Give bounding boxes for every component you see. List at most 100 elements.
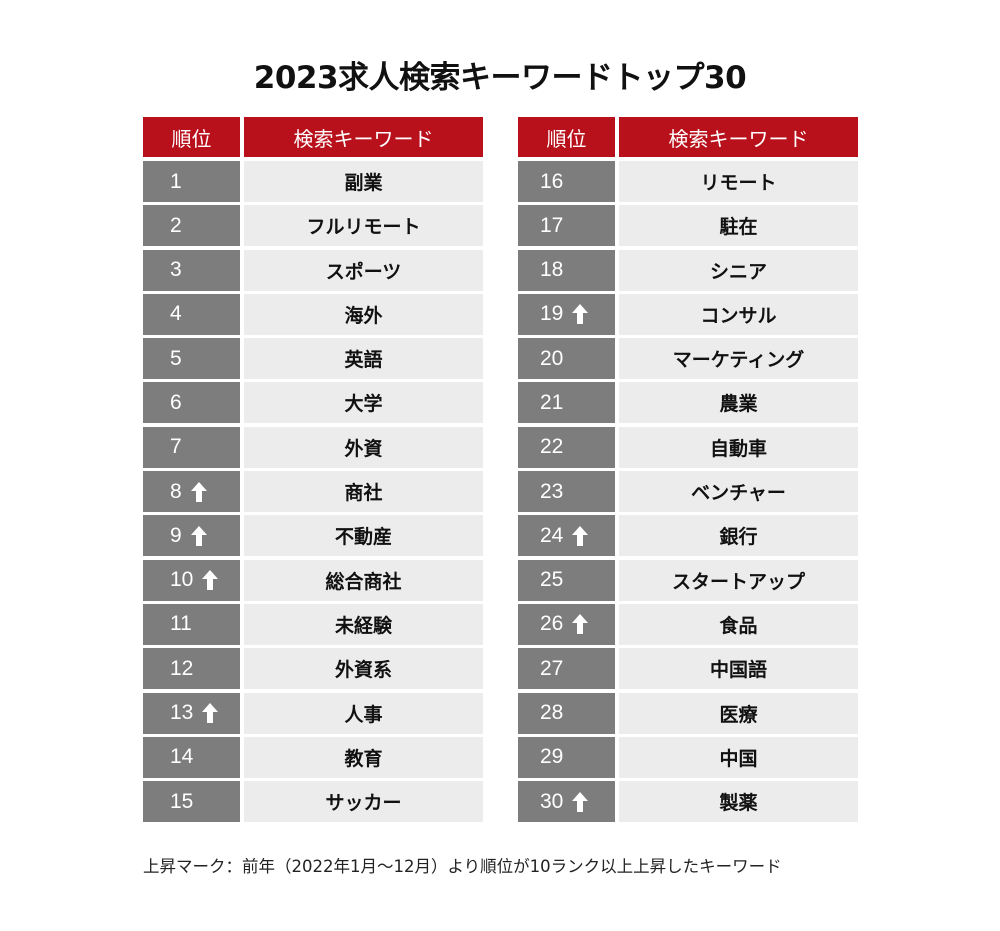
- keyword-cell: 外資系: [244, 648, 483, 690]
- table-row: 2 フルリモート: [143, 205, 483, 247]
- keyword-cell: 農業: [619, 382, 858, 424]
- keyword-cell: 副業: [244, 161, 483, 202]
- keyword-cell: 自動車: [619, 426, 858, 468]
- rank-number: 12: [170, 656, 194, 680]
- rank-cell: 4: [143, 293, 240, 335]
- keyword-cell: シニア: [619, 249, 858, 291]
- rank-number: 25: [540, 568, 564, 592]
- table-row: 6 大学: [143, 382, 483, 424]
- table-row: 14 教育: [143, 736, 483, 778]
- rank-cell: 16: [518, 161, 615, 202]
- ranking-table-right: 順位 検索キーワード 16 リモート 17 駐在 18 シニア 19 コンサル 20 マーケティン…: [518, 117, 858, 825]
- rank-number: 4: [170, 302, 182, 326]
- rank-cell: 30: [518, 781, 615, 823]
- rank-cell: 20: [518, 338, 615, 380]
- up-arrow-icon: [190, 525, 207, 546]
- up-arrow-icon: [572, 791, 589, 812]
- rank-cell: 13: [143, 692, 240, 734]
- rank-number: 28: [540, 701, 564, 725]
- rank-number: 7: [170, 435, 182, 459]
- rank-cell: 6: [143, 382, 240, 424]
- table-row: 25 スタートアップ: [518, 559, 858, 601]
- keyword-cell: コンサル: [619, 293, 858, 335]
- rank-cell: 3: [143, 249, 240, 291]
- rank-number: 8: [170, 479, 182, 503]
- rank-number: 2: [170, 213, 182, 237]
- rank-cell: 12: [143, 648, 240, 690]
- table-row: 7 外資: [143, 426, 483, 468]
- rank-number: 19: [540, 302, 564, 326]
- keyword-cell: サッカー: [244, 781, 483, 823]
- table-row: 28 医療: [518, 692, 858, 734]
- keyword-cell: スポーツ: [244, 249, 483, 291]
- table-row: 13 人事: [143, 692, 483, 734]
- table-row: 9 不動産: [143, 515, 483, 557]
- table-row: 26 食品: [518, 603, 858, 645]
- table-row: 3 スポーツ: [143, 249, 483, 291]
- keyword-cell: マーケティング: [619, 338, 858, 380]
- rank-cell: 27: [518, 648, 615, 690]
- keyword-cell: スタートアップ: [619, 559, 858, 601]
- rank-number: 23: [540, 479, 564, 503]
- rank-number: 17: [540, 213, 564, 237]
- rank-number: 27: [540, 656, 564, 680]
- keyword-cell: 駐在: [619, 205, 858, 247]
- rank-cell: 18: [518, 249, 615, 291]
- table-row: 4 海外: [143, 293, 483, 335]
- rank-cell: 21: [518, 382, 615, 424]
- rank-number: 5: [170, 346, 182, 370]
- table-row: 16 リモート: [518, 161, 858, 202]
- keyword-cell: 外資: [244, 426, 483, 468]
- rank-number: 1: [170, 169, 182, 193]
- rank-cell: 1: [143, 161, 240, 202]
- table-row: 1 副業: [143, 161, 483, 202]
- table-row: 21 農業: [518, 382, 858, 424]
- keyword-cell: ベンチャー: [619, 471, 858, 513]
- table-body: 16 リモート 17 駐在 18 シニア 19 コンサル 20 マーケティング 21 農業 22 自動車 2…: [518, 161, 858, 823]
- rank-cell: 17: [518, 205, 615, 247]
- rank-cell: 24: [518, 515, 615, 557]
- page-title: 2023求人検索キーワードトップ30: [253, 60, 747, 96]
- rank-cell: 9: [143, 515, 240, 557]
- keyword-column-header: 検索キーワード: [244, 117, 483, 157]
- rank-cell: 7: [143, 426, 240, 468]
- table-header: 順位 検索キーワード: [143, 117, 483, 157]
- rank-cell: 11: [143, 603, 240, 645]
- table-row: 12 外資系: [143, 648, 483, 690]
- table-row: 18 シニア: [518, 249, 858, 291]
- keyword-cell: 不動産: [244, 515, 483, 557]
- table-row: 29 中国: [518, 736, 858, 778]
- rank-cell: 10: [143, 559, 240, 601]
- up-arrow-icon: [190, 481, 207, 502]
- rank-cell: 28: [518, 692, 615, 734]
- keyword-cell: 人事: [244, 692, 483, 734]
- keyword-cell: 未経験: [244, 603, 483, 645]
- keyword-cell: 海外: [244, 293, 483, 335]
- up-arrow-icon: [572, 525, 589, 546]
- table-header: 順位 検索キーワード: [518, 117, 858, 157]
- rank-number: 3: [170, 258, 182, 282]
- ranking-table-left: 順位 検索キーワード 1 副業 2 フルリモート 3 スポーツ 4 海外 5 英語 6 大学 7 外資 8 商…: [143, 117, 483, 825]
- rank-number: 18: [540, 258, 564, 282]
- table-row: 27 中国語: [518, 648, 858, 690]
- rank-cell: 15: [143, 781, 240, 823]
- rank-column-header: 順位: [518, 117, 615, 157]
- table-row: 15 サッカー: [143, 781, 483, 823]
- table-row: 5 英語: [143, 338, 483, 380]
- table-row: 30 製薬: [518, 781, 858, 823]
- keyword-column-header: 検索キーワード: [619, 117, 858, 157]
- table-row: 10 総合商社: [143, 559, 483, 601]
- rank-cell: 19: [518, 293, 615, 335]
- legend-footnote: 上昇マーク：前年（2022年1月～12月）より順位が10ランク以上上昇したキーワ…: [143, 857, 782, 876]
- keyword-cell: 医療: [619, 692, 858, 734]
- table-row: 20 マーケティング: [518, 338, 858, 380]
- rank-number: 9: [170, 523, 182, 547]
- rank-column-header: 順位: [143, 117, 240, 157]
- table-body: 1 副業 2 フルリモート 3 スポーツ 4 海外 5 英語 6 大学 7 外資 8 商社 9 不動産 10 総合商社…: [143, 161, 483, 823]
- rank-cell: 22: [518, 426, 615, 468]
- keyword-cell: 総合商社: [244, 559, 483, 601]
- rank-number: 14: [170, 745, 194, 769]
- up-arrow-icon: [202, 703, 219, 724]
- keyword-cell: 食品: [619, 603, 858, 645]
- table-row: 23 ベンチャー: [518, 471, 858, 513]
